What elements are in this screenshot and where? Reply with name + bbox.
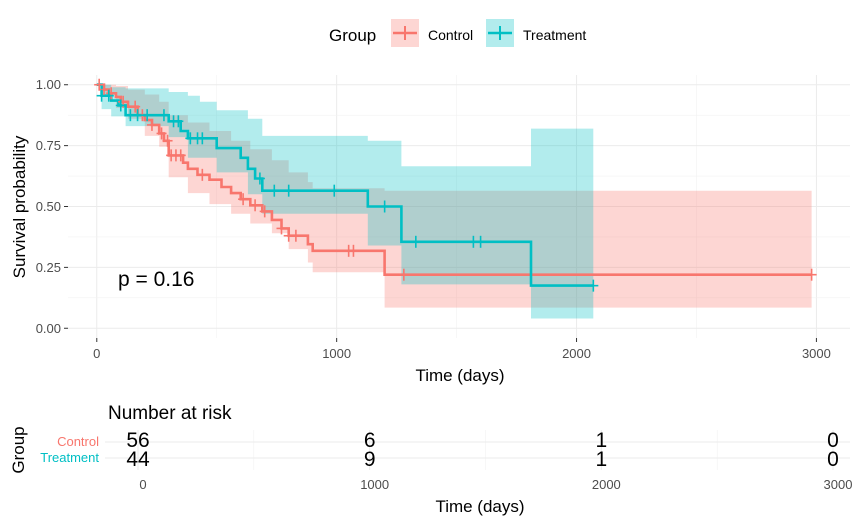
x-tick-label: 2000	[562, 346, 591, 361]
censor-mark-control	[290, 229, 301, 242]
risk-x-tick-label: 3000	[824, 477, 853, 492]
censor-mark-control	[130, 100, 141, 113]
risk-count-control: 0	[827, 429, 839, 452]
confidence-bands	[96, 84, 812, 319]
censor-mark-control	[276, 222, 287, 235]
risk-row-label-control: Control	[57, 434, 99, 449]
y-tick-label: 1.00	[36, 77, 61, 92]
censor-mark-control	[250, 199, 261, 212]
ci-band-control	[96, 84, 812, 308]
y-tick-label: 0.75	[36, 138, 61, 153]
censor-mark-treatment	[329, 184, 340, 197]
legend-title: Group	[329, 26, 376, 45]
censor-mark-treatment	[197, 132, 208, 145]
legend-key-control	[391, 19, 419, 47]
risk-count-control: 56	[126, 429, 149, 452]
x-tick-label: 3000	[802, 346, 831, 361]
risk-count-control: 6	[364, 429, 376, 452]
censor-mark-control	[146, 118, 157, 131]
censor-mark-treatment	[173, 115, 184, 128]
censor-mark-control	[197, 168, 208, 181]
y-tick-label: 0.00	[36, 321, 61, 336]
censor-mark-control	[806, 268, 817, 281]
censor-mark-treatment	[115, 99, 126, 112]
censor-marks	[94, 78, 817, 292]
legend-label-control: Control	[428, 27, 473, 43]
censor-mark-treatment	[588, 279, 599, 292]
risk-x-tick-label: 1000	[360, 477, 389, 492]
x-tick-label: 0	[93, 346, 100, 361]
legend: Group Control Treatment	[329, 19, 586, 47]
censor-mark-treatment	[475, 235, 486, 248]
censor-mark-control	[238, 193, 249, 206]
censor-mark-control	[259, 205, 270, 218]
censor-mark-control	[348, 244, 359, 257]
legend-key-treatment	[486, 19, 514, 47]
censor-mark-control	[398, 268, 409, 281]
y-axis-title: Survival probability	[10, 135, 29, 278]
risk-y-axis-title: Group	[9, 426, 28, 473]
y-tick-label: 0.25	[36, 260, 61, 275]
x-tick-label: 1000	[322, 346, 351, 361]
x-axis-title: Time (days)	[415, 366, 504, 385]
y-tick-label: 0.50	[36, 199, 61, 214]
censor-mark-treatment	[283, 184, 294, 197]
censor-mark-treatment	[103, 89, 114, 102]
risk-x-axis-title: Time (days)	[435, 497, 524, 516]
censor-mark-treatment	[142, 109, 153, 122]
censor-mark-control	[98, 83, 109, 96]
censor-mark-control	[156, 127, 167, 140]
risk-table-title: Number at risk	[108, 403, 232, 424]
legend-label-treatment: Treatment	[523, 27, 586, 43]
censor-mark-control	[162, 134, 173, 147]
risk-x-tick-label: 0	[139, 477, 146, 492]
ci-band-treatment	[96, 84, 594, 319]
censor-mark-control	[94, 78, 105, 91]
main-axis-ticks: 0 1000 2000 3000 0.00 0.25 0.50 0.75 1.00	[36, 77, 831, 361]
censor-mark-treatment	[254, 172, 265, 185]
risk-count-treatment: 9	[364, 448, 376, 471]
censor-mark-treatment	[379, 200, 390, 213]
censor-mark-treatment	[410, 235, 421, 248]
censor-mark-treatment	[158, 109, 169, 122]
censor-mark-treatment	[132, 109, 143, 122]
risk-row-label-treatment: Treatment	[40, 450, 99, 465]
p-value-annotation: p = 0.16	[118, 268, 194, 291]
censor-mark-treatment	[269, 184, 280, 197]
risk-count-treatment: 1	[595, 448, 607, 471]
censor-mark-control	[175, 149, 186, 162]
risk-count-treatment: 44	[126, 448, 150, 471]
censor-mark-control	[106, 87, 117, 100]
risk-count-treatment: 0	[827, 448, 839, 471]
risk-table-gridlines	[105, 430, 850, 470]
risk-count-control: 1	[595, 429, 607, 452]
risk-x-tick-label: 2000	[592, 477, 621, 492]
